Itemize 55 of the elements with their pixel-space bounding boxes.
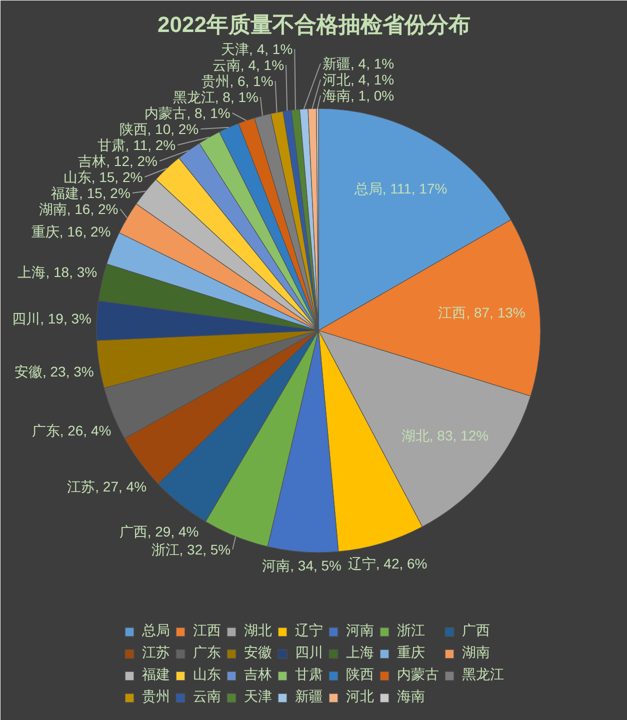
legend-label: 黑龙江 (462, 666, 504, 684)
data-label: 湖北, 83, 12% (401, 427, 489, 444)
legend-label: 新疆 (295, 688, 323, 706)
data-label: 天津, 4, 1% (221, 41, 293, 57)
data-label: 河北, 4, 1% (322, 72, 394, 88)
data-label: 湖南, 16, 2% (38, 201, 118, 217)
data-label: 贵州, 6, 1% (202, 73, 274, 89)
legend-label: 河北 (346, 688, 374, 706)
data-label: 山东, 15, 2% (63, 169, 143, 185)
data-label: 重庆, 16, 2% (31, 224, 111, 240)
legend-label: 广东 (193, 644, 221, 662)
data-label: 总局, 111, 17% (353, 180, 448, 196)
data-label: 安徽, 23, 3% (14, 363, 94, 380)
data-label: 陕西, 10, 2% (119, 121, 199, 137)
legend-label: 浙江 (397, 622, 425, 640)
data-label: 广东, 26, 4% (32, 422, 112, 439)
legend-label: 福建 (142, 666, 170, 684)
legend-label: 广西 (462, 622, 490, 640)
legend-label: 吉林 (244, 666, 272, 684)
legend-label: 四川 (295, 644, 323, 662)
data-label: 内蒙古, 8, 1% (144, 105, 230, 121)
data-label: 新疆, 4, 1% (322, 56, 394, 72)
data-label: 浙江, 32, 5% (151, 541, 231, 558)
data-label: 吉林, 12, 2% (78, 153, 158, 169)
legend-label: 上海 (346, 644, 374, 662)
legend-label: 湖南 (462, 644, 490, 662)
legend-label: 海南 (397, 688, 425, 706)
legend-label: 重庆 (397, 644, 425, 662)
data-label: 四川, 19, 3% (12, 310, 92, 327)
legend-label: 贵州 (142, 688, 170, 706)
data-label: 河南, 34, 5% (262, 557, 342, 574)
data-label: 海南, 1, 0% (322, 88, 394, 104)
legend-label: 山东 (193, 666, 221, 684)
legend-label: 甘肃 (295, 666, 323, 684)
data-label: 甘肃, 11, 2% (97, 137, 176, 153)
data-label: 辽宁, 42, 6% (348, 555, 428, 572)
legend-label: 江苏 (142, 644, 170, 662)
legend-label: 陕西 (346, 666, 374, 684)
legend-label: 内蒙古 (397, 666, 439, 684)
data-label: 江西, 87, 13% (438, 304, 526, 320)
data-label: 黑龙江, 8, 1% (172, 89, 258, 105)
legend-label: 江西 (193, 622, 221, 640)
legend-label: 云南 (193, 688, 221, 706)
data-label: 江苏, 27, 4% (67, 478, 147, 495)
legend-label: 天津 (244, 688, 272, 706)
legend-label: 总局 (142, 622, 170, 640)
data-label: 福建, 15, 2% (51, 185, 130, 201)
data-label: 上海, 18, 3% (18, 264, 98, 280)
data-label: 广西, 29, 4% (119, 523, 199, 540)
legend-label: 安徽 (244, 644, 272, 662)
legend-label: 湖北 (244, 622, 272, 640)
legend-label: 辽宁 (295, 622, 323, 640)
chart-title: 2022年质量不合格抽检省份分布 (158, 12, 470, 37)
legend-label: 河南 (346, 622, 374, 640)
data-label: 云南, 4, 1% (212, 57, 284, 73)
